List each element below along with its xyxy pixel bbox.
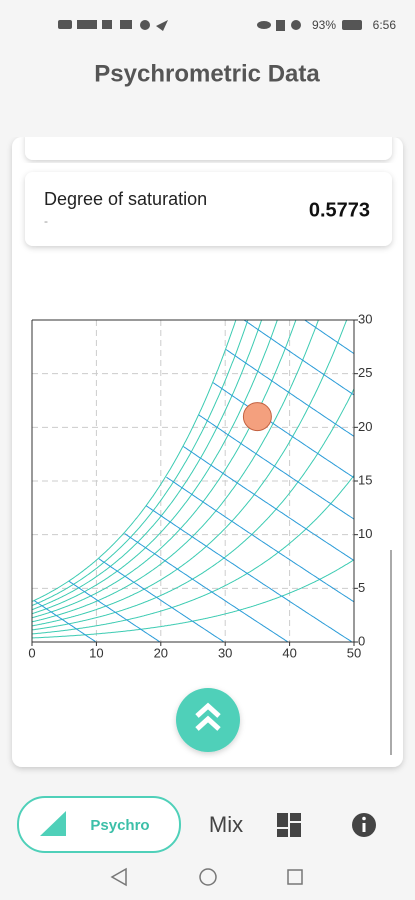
card-top-mask <box>12 120 403 137</box>
y-tick-label: 5 <box>358 580 365 595</box>
enthalpy-line <box>124 533 289 642</box>
result-unit: - <box>44 214 48 228</box>
enthalpy-line <box>243 320 354 396</box>
chevron-icon <box>195 702 221 731</box>
icon <box>102 20 112 29</box>
tile <box>290 823 301 837</box>
back-button[interactable] <box>110 867 127 887</box>
rh-curve <box>32 320 319 623</box>
x-tick-label: 0 <box>28 645 35 660</box>
rh-curve <box>32 475 354 635</box>
battery-icon <box>342 20 362 30</box>
enthalpy-line <box>212 382 354 479</box>
y-tick-label: 0 <box>358 633 365 648</box>
previous-item <box>25 130 392 160</box>
scrollbar <box>390 550 392 755</box>
tile <box>277 813 288 827</box>
curves <box>32 320 354 642</box>
icon <box>276 20 285 31</box>
x-tick-label: 20 <box>154 645 168 660</box>
enthalpy-line <box>98 558 224 642</box>
rh-curve <box>32 320 348 627</box>
x-tick-label: 10 <box>89 645 103 660</box>
nav-mix[interactable]: Mix <box>209 812 243 837</box>
rh-curve <box>32 320 278 615</box>
x-tick-label: 30 <box>218 645 232 660</box>
y-tick-label: 30 <box>358 311 372 326</box>
y-tick-label: 25 <box>358 365 372 380</box>
icon <box>156 20 168 31</box>
nav-label[interactable]: Psychro <box>90 817 149 834</box>
y-tick-label: 20 <box>358 419 372 434</box>
result-label: Degree of saturation <box>44 189 207 209</box>
x-tick-label: 50 <box>347 645 361 660</box>
icon <box>140 20 150 30</box>
info-glyph <box>362 823 366 832</box>
rh-curve <box>32 320 249 607</box>
rh-curve <box>32 388 354 631</box>
icon <box>257 21 271 29</box>
icon <box>291 20 301 30</box>
recents-button[interactable] <box>287 869 303 885</box>
icon <box>120 20 132 29</box>
rh-curve <box>32 320 237 602</box>
info-glyph <box>362 816 366 821</box>
enthalpy-line <box>166 476 354 603</box>
tile <box>277 829 288 837</box>
icon <box>77 20 97 29</box>
tile <box>290 813 301 821</box>
enthalpy-line <box>68 580 161 642</box>
enthalpy-line <box>225 349 354 437</box>
status-icons <box>58 20 362 31</box>
psychro-icon <box>40 811 66 836</box>
result-value: 0.5773 <box>309 199 370 221</box>
result-card <box>25 172 392 246</box>
nav-psychro[interactable] <box>17 796 181 853</box>
clock: 6:56 <box>373 18 397 32</box>
enthalpy-line <box>183 446 354 561</box>
nav-dashboard[interactable] <box>277 813 301 837</box>
rh-curve <box>32 320 263 611</box>
home-button[interactable] <box>199 868 217 886</box>
icon <box>58 20 72 29</box>
enthalpy-line <box>146 505 352 642</box>
main-card <box>12 137 403 767</box>
enthalpy-line <box>198 414 354 520</box>
battery-level: 93% <box>312 18 336 32</box>
enthalpy-line <box>303 320 354 355</box>
y-tick-label: 10 <box>358 526 372 541</box>
enthalpy-line <box>34 600 96 642</box>
state-point <box>242 402 272 432</box>
x-tick-label: 40 <box>282 645 296 660</box>
y-tick-label: 15 <box>358 472 372 487</box>
page-title: Psychrometric Data <box>94 60 320 87</box>
